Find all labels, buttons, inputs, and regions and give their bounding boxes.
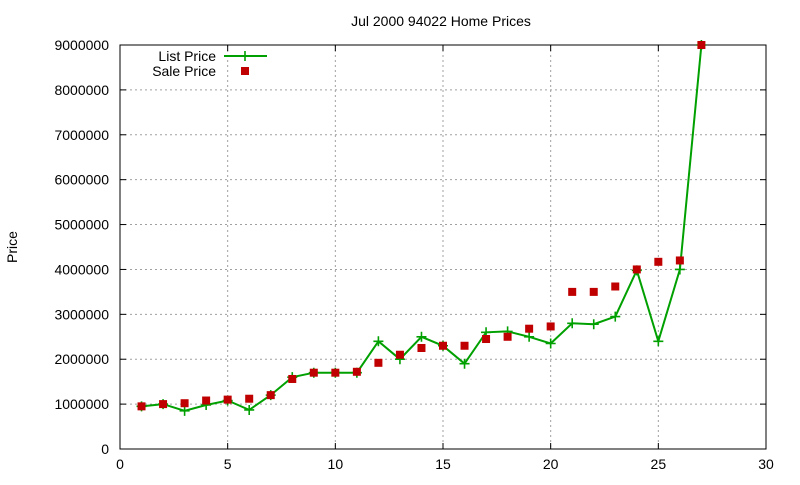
y-tick-label: 4000000: [54, 261, 109, 277]
y-tick-label: 5000000: [54, 217, 109, 233]
sale-price-point: [503, 332, 512, 341]
legend-marker-list-price: [240, 51, 250, 61]
sale-price-point: [697, 41, 706, 49]
list-price-point: [416, 331, 427, 342]
sale-price-point: [309, 368, 318, 377]
list-price-point: [524, 331, 535, 342]
list-price-point: [610, 311, 621, 322]
y-tick-label: 1000000: [54, 396, 109, 412]
sale-price-point: [352, 367, 361, 376]
y-tick-label: 9000000: [54, 37, 109, 53]
list-price-point: [459, 358, 470, 369]
x-tick-label: 20: [543, 456, 559, 472]
series: [136, 40, 707, 416]
sale-price-point: [675, 256, 684, 265]
sale-price-point: [245, 394, 254, 403]
sale-price-point: [546, 322, 555, 331]
y-tick-label: 8000000: [54, 82, 109, 98]
legend-marker-sale-price: [241, 67, 249, 75]
sale-price-point: [395, 350, 404, 359]
sale-price-point: [632, 265, 641, 274]
y-tick-label: 0: [101, 441, 109, 457]
list-price-point: [653, 336, 664, 347]
list-price-point: [588, 319, 599, 330]
x-tick-label: 15: [435, 456, 451, 472]
sale-price-point: [137, 402, 146, 411]
legend: List Price Sale Price: [152, 48, 267, 79]
y-tick-label: 6000000: [54, 172, 109, 188]
sale-price-point: [223, 395, 232, 404]
sale-price-point: [525, 324, 534, 333]
sale-price-point: [266, 391, 275, 400]
sale-price-point: [568, 287, 577, 296]
sale-price-point: [654, 257, 663, 266]
sale-price-point: [439, 341, 447, 350]
sale-price-point: [417, 344, 426, 352]
sale-price-point: [374, 358, 383, 367]
y-tick-label: 7000000: [54, 127, 109, 143]
x-tick-label: 5: [224, 456, 232, 472]
list-price-point: [545, 338, 556, 349]
legend-label-list-price: List Price: [158, 48, 216, 64]
list-price-point: [244, 404, 255, 415]
sale-price-point: [331, 368, 340, 377]
grid: [120, 45, 766, 449]
list-price-point: [373, 336, 384, 347]
list-price-point: [674, 264, 685, 275]
x-tick-label: 0: [116, 456, 124, 472]
sale-price-point: [288, 374, 297, 383]
axis-ticks: 0 5 10 15 20 25 30 0 1000000 2000000 3000000 400000…: [54, 37, 774, 472]
y-axis-label: Price: [4, 231, 20, 263]
sale-price-point: [482, 335, 491, 344]
y-tick-label: 3000000: [54, 306, 109, 322]
chart-title: Jul 2000 94022 Home Prices: [351, 13, 531, 29]
list-price-point: [567, 318, 578, 329]
y-tick-label: 2000000: [54, 351, 109, 367]
list-price-point: [179, 405, 190, 416]
sale-price-point: [202, 396, 211, 405]
sale-price-point: [611, 282, 620, 291]
x-tick-label: 10: [328, 456, 344, 472]
legend-label-sale-price: Sale Price: [152, 63, 216, 79]
sale-price-point: [460, 341, 469, 350]
x-tick-label: 25: [651, 456, 667, 472]
sale-price-point: [589, 287, 598, 296]
sale-price-point: [159, 400, 168, 409]
x-tick-label: 30: [758, 456, 774, 472]
sale-price-point: [180, 399, 189, 408]
